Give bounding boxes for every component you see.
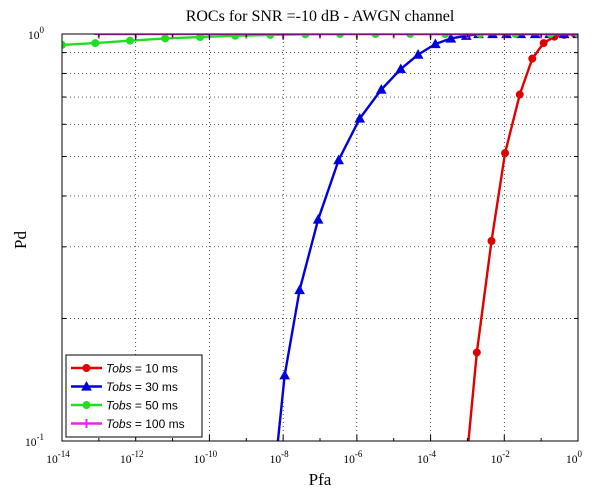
x-tick-label: 10-14	[46, 449, 70, 466]
data-point	[91, 39, 100, 48]
data-point	[161, 34, 170, 43]
x-tick-label: 100	[566, 449, 583, 466]
data-point	[462, 466, 469, 473]
legend-label: Tobs = 50 ms	[106, 399, 178, 413]
chart-title: ROCs for SNR =-10 dB - AWGN channel	[186, 8, 455, 25]
data-point	[430, 38, 441, 49]
legend-marker	[82, 364, 91, 372]
data-point	[333, 154, 344, 165]
legend-marker	[81, 380, 92, 391]
x-axis-label: Pfa	[309, 470, 332, 489]
x-tick-label: 10-10	[194, 449, 218, 466]
data-point	[279, 369, 291, 380]
data-point	[528, 54, 537, 63]
data-point	[460, 34, 472, 40]
x-tick-label: 10-2	[491, 449, 510, 466]
data-point	[196, 34, 205, 42]
data-point	[412, 49, 424, 59]
legend-entry-4: Tobs = 100 ms	[71, 417, 185, 431]
legend-label: Tobs = 100 ms	[106, 417, 185, 431]
series-line	[276, 34, 578, 441]
y-axis-label: Pd	[11, 231, 30, 249]
data-point	[126, 36, 135, 45]
legend-marker	[82, 419, 91, 428]
x-tick-label: 10-8	[270, 449, 289, 466]
series-2	[270, 34, 578, 473]
data-point	[515, 90, 524, 99]
legend-entry-3: Tobs = 50 ms	[71, 399, 178, 413]
data-point	[312, 214, 324, 224]
data-point	[270, 465, 279, 473]
legend-entry-2: Tobs = 30 ms	[71, 380, 178, 394]
legend-entry-1: Tobs = 10 ms	[71, 362, 178, 376]
x-tick-label: 10-12	[120, 449, 144, 466]
data-point	[539, 39, 548, 48]
data-point	[294, 284, 305, 295]
data-point	[445, 34, 457, 43]
y-tick-label: 100	[28, 25, 45, 42]
x-tick-label: 10-4	[417, 449, 436, 466]
data-point	[375, 84, 387, 94]
legend: Tobs = 10 ms Tobs = 30 ms Tobs = 50 ms Tobs…	[65, 354, 203, 438]
legend-label: Tobs = 10 ms	[106, 362, 178, 376]
y-tick-label: 10-1	[25, 432, 44, 449]
data-point	[501, 149, 510, 158]
data-point	[62, 40, 66, 49]
x-tick-label: 10-6	[343, 449, 362, 466]
axis-ticks: 10-14 10-12 10-10 10-8 10-6 10-4 10-2 100 10-1 10…	[25, 25, 583, 466]
data-point	[354, 112, 366, 123]
data-point	[231, 34, 240, 40]
legend-label: Tobs = 30 ms	[106, 380, 178, 394]
data-point	[472, 348, 481, 357]
legend-marker	[82, 401, 91, 409]
data-point	[487, 237, 496, 246]
data-point	[395, 63, 407, 74]
